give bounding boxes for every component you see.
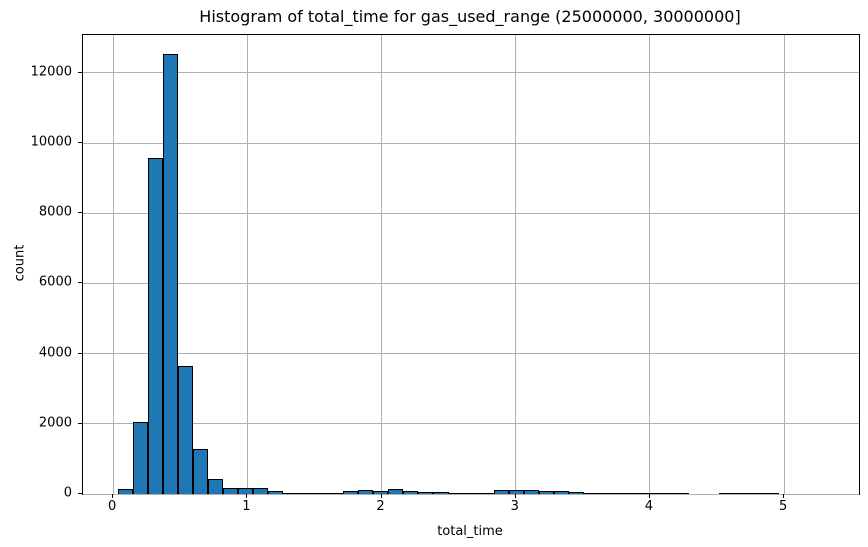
y-gridline	[83, 493, 859, 495]
histogram-bar	[283, 492, 299, 494]
x-gridline	[112, 35, 114, 494]
x-tick-label: 2	[376, 499, 385, 514]
y-tick-mark	[78, 493, 82, 494]
x-tick-label: 1	[242, 499, 251, 514]
histogram-bar	[643, 492, 659, 494]
histogram-bar	[658, 492, 674, 494]
histogram-bar	[178, 365, 194, 494]
y-gridline	[83, 142, 859, 144]
y-gridline	[83, 353, 859, 355]
histogram-bar	[628, 492, 644, 494]
histogram-bar	[328, 492, 344, 494]
x-gridline	[246, 35, 248, 494]
x-gridline	[783, 35, 785, 494]
histogram-bar	[613, 492, 629, 494]
y-tick-label: 12000	[30, 64, 72, 80]
histogram-bar	[208, 478, 224, 494]
x-gridline	[515, 35, 517, 494]
histogram-bar	[343, 491, 359, 494]
histogram-bar	[132, 422, 148, 494]
histogram-bar	[147, 158, 163, 494]
y-tick-label: 4000	[38, 345, 72, 361]
x-tick-label: 0	[108, 499, 117, 514]
y-tick-label: 8000	[38, 204, 72, 220]
y-tick-label: 0	[63, 485, 72, 501]
y-tick-label: 2000	[38, 415, 72, 431]
histogram-bar	[583, 492, 599, 494]
histogram-bar	[373, 490, 389, 494]
y-tick-mark	[78, 282, 82, 284]
x-tick-mark	[783, 494, 785, 498]
y-gridline	[83, 212, 859, 214]
histogram-bar	[298, 492, 314, 494]
y-gridline	[83, 72, 859, 74]
histogram-bar	[673, 492, 689, 494]
x-tick-label: 3	[510, 499, 519, 514]
histogram-bar	[268, 490, 284, 494]
histogram-bar	[598, 492, 614, 494]
histogram-bar	[388, 488, 404, 494]
x-tick-mark	[514, 494, 516, 498]
x-gridline	[381, 35, 383, 494]
histogram-bar	[313, 492, 329, 494]
x-gridline	[649, 35, 651, 494]
y-tick-label: 10000	[30, 134, 72, 150]
histogram-bar	[764, 492, 780, 494]
y-tick-mark	[78, 142, 82, 144]
x-tick-mark	[112, 494, 114, 498]
y-tick-mark	[78, 212, 82, 214]
histogram-bar	[117, 488, 133, 494]
y-tick-mark	[78, 352, 82, 354]
x-tick-mark	[380, 494, 382, 498]
plot-area	[82, 34, 860, 495]
x-tick-label: 4	[644, 499, 654, 514]
histogram-bar	[734, 492, 750, 494]
histogram-bar	[719, 492, 735, 494]
x-tick-label: 5	[778, 499, 788, 514]
y-gridline	[83, 423, 859, 425]
histogram-bar	[568, 491, 584, 494]
y-gridline	[83, 282, 859, 284]
histogram-bar	[403, 491, 419, 494]
x-axis-label: total_time	[437, 524, 503, 539]
histogram-bar	[493, 490, 509, 494]
histogram-bar	[508, 489, 524, 494]
y-tick-mark	[78, 422, 82, 424]
histogram-bar	[193, 449, 209, 494]
histogram-bar	[433, 492, 449, 494]
histogram-bar	[418, 492, 434, 494]
histogram-bar	[463, 492, 479, 494]
x-tick-mark	[648, 494, 650, 498]
histogram-bar	[553, 491, 569, 494]
histogram-bar	[253, 488, 269, 494]
x-tick-mark	[246, 494, 248, 498]
histogram-bar	[448, 492, 464, 494]
histogram-bar	[162, 53, 178, 494]
histogram-bar	[538, 491, 554, 494]
histogram-bar	[478, 492, 494, 494]
histogram-bar	[358, 489, 374, 494]
histogram-bar	[238, 488, 254, 494]
chart-title: Histogram of total_time for gas_used_ran…	[199, 7, 741, 26]
y-tick-mark	[78, 71, 82, 73]
histogram-bar	[223, 487, 239, 494]
histogram-bar	[749, 492, 765, 494]
y-tick-label: 6000	[38, 274, 72, 290]
histogram-bar	[523, 490, 539, 494]
